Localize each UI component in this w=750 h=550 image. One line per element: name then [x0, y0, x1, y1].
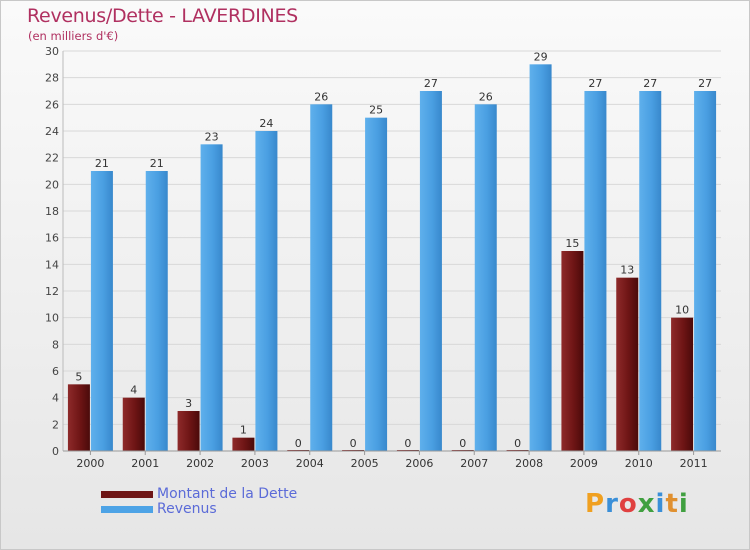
data-label-revenus: 23	[205, 130, 219, 143]
data-label-revenus: 25	[369, 104, 383, 117]
x-tick-label: 2000	[76, 457, 104, 470]
y-tick-label: 22	[45, 152, 59, 165]
data-label-dette: 0	[459, 437, 466, 450]
y-tick-label: 0	[52, 445, 59, 458]
bar-revenus	[419, 91, 442, 451]
x-tick-label: 2008	[515, 457, 543, 470]
x-tick-label: 2004	[296, 457, 324, 470]
data-label-dette: 3	[185, 397, 192, 410]
bar-revenus	[529, 64, 552, 452]
chart-subtitle: (en milliers d'€)	[28, 29, 119, 43]
chart-legend: Montant de la Dette Revenus	[101, 487, 297, 517]
y-tick-label: 16	[45, 232, 59, 245]
y-tick-label: 24	[45, 125, 59, 138]
bar-dette	[67, 384, 90, 451]
data-label-revenus: 27	[643, 77, 657, 90]
logo-letter: r	[605, 489, 619, 519]
x-tick-label: 2003	[241, 457, 269, 470]
data-label-revenus: 27	[698, 77, 712, 90]
x-tick-label: 2007	[460, 457, 488, 470]
y-tick-label: 18	[45, 205, 59, 218]
bar-dette	[561, 251, 584, 451]
y-tick-label: 14	[45, 258, 59, 271]
data-label-revenus: 26	[314, 90, 328, 103]
legend-label-dette: Montant de la Dette	[157, 486, 298, 502]
bar-revenus	[90, 171, 113, 451]
logo-letter: i	[678, 489, 689, 519]
legend-swatch-revenus	[101, 506, 153, 513]
legend-label-revenus: Revenus	[157, 501, 217, 517]
y-tick-label: 10	[45, 312, 59, 325]
data-label-dette: 0	[295, 437, 302, 450]
x-tick-label: 2001	[131, 457, 159, 470]
y-tick-label: 6	[52, 365, 59, 378]
data-label-revenus: 21	[150, 157, 164, 170]
x-tick-label: 2011	[680, 457, 708, 470]
x-tick-label: 2010	[625, 457, 653, 470]
data-label-dette: 0	[514, 437, 521, 450]
bar-dette	[122, 397, 145, 451]
legend-swatch-dette	[101, 491, 153, 498]
bar-dette	[232, 437, 255, 451]
data-label-dette: 15	[565, 237, 579, 250]
y-tick-label: 4	[52, 392, 59, 405]
data-label-dette: 0	[404, 437, 411, 450]
y-tick-label: 2	[52, 418, 59, 431]
data-label-dette: 10	[675, 304, 689, 317]
bar-revenus	[584, 91, 607, 451]
data-label-revenus: 27	[424, 77, 438, 90]
logo-letter: P	[585, 489, 606, 519]
x-tick-label: 2009	[570, 457, 598, 470]
y-tick-label: 30	[45, 45, 59, 58]
bar-revenus	[200, 144, 223, 452]
bar-revenus	[694, 91, 717, 451]
y-tick-label: 12	[45, 285, 59, 298]
logo-letter: o	[618, 489, 638, 519]
data-label-revenus: 29	[534, 50, 548, 63]
y-tick-label: 28	[45, 72, 59, 85]
legend-item-dette: Montant de la Dette	[101, 487, 297, 502]
bar-dette	[616, 277, 639, 451]
data-label-dette: 13	[620, 264, 634, 277]
logo-letter: x	[637, 489, 656, 519]
y-tick-label: 26	[45, 98, 59, 111]
data-label-dette: 1	[240, 424, 247, 437]
y-tick-label: 8	[52, 338, 59, 351]
data-label-dette: 5	[75, 370, 82, 383]
data-label-dette: 4	[130, 384, 137, 397]
x-tick-label: 2005	[351, 457, 379, 470]
y-tick-label: 20	[45, 178, 59, 191]
legend-item-revenus: Revenus	[101, 502, 297, 517]
bar-revenus	[310, 104, 333, 451]
proxiti-logo: Proxiti	[585, 489, 689, 519]
bar-revenus	[255, 131, 278, 451]
bar-dette	[177, 411, 200, 451]
logo-letter: i	[655, 489, 666, 519]
x-tick-label: 2006	[405, 457, 433, 470]
data-label-dette: 0	[350, 437, 357, 450]
data-label-revenus: 26	[479, 90, 493, 103]
bar-revenus	[365, 117, 388, 452]
data-label-revenus: 24	[259, 117, 273, 130]
bar-revenus	[145, 171, 168, 451]
x-tick-label: 2002	[186, 457, 214, 470]
logo-letter: t	[665, 489, 679, 519]
bar-dette	[671, 317, 694, 451]
bar-revenus	[639, 91, 662, 451]
bar-revenus	[474, 104, 497, 451]
data-label-revenus: 27	[588, 77, 602, 90]
chart-title: Revenus/Dette - LAVERDINES	[27, 5, 298, 27]
data-label-revenus: 21	[95, 157, 109, 170]
